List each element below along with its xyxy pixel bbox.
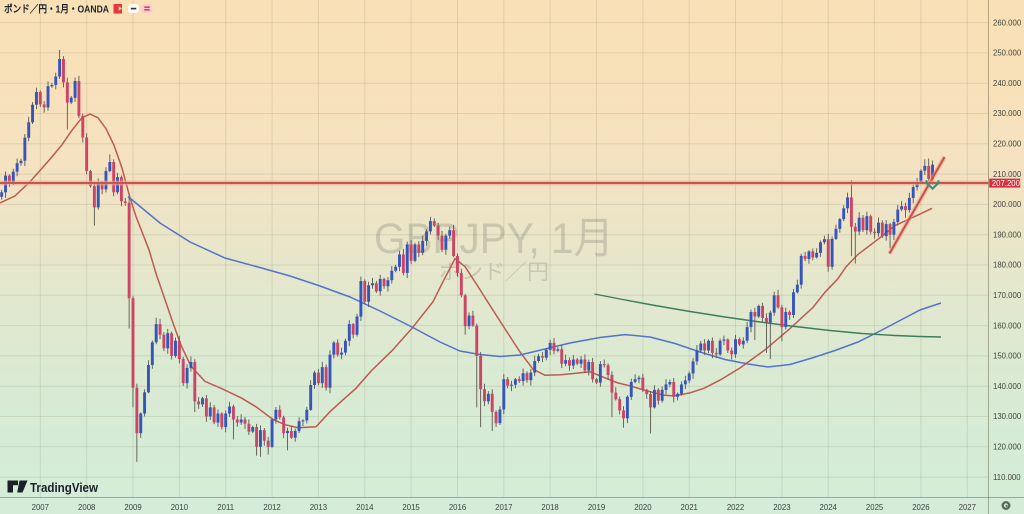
svg-text:110.000: 110.000 <box>993 473 1021 482</box>
svg-text:2024: 2024 <box>820 503 838 512</box>
svg-text:2021: 2021 <box>681 503 698 512</box>
svg-text:2010: 2010 <box>171 503 189 512</box>
svg-text:2025: 2025 <box>866 503 884 512</box>
svg-text:2019: 2019 <box>588 503 605 512</box>
svg-text:190.000: 190.000 <box>993 230 1022 239</box>
svg-text:130.000: 130.000 <box>993 412 1022 421</box>
svg-text:2016: 2016 <box>449 503 466 512</box>
svg-text:2026: 2026 <box>912 503 929 512</box>
svg-text:250.000: 250.000 <box>993 49 1022 58</box>
svg-text:2012: 2012 <box>263 503 280 512</box>
svg-text:120.000: 120.000 <box>993 443 1022 452</box>
svg-text:260.000: 260.000 <box>993 18 1022 27</box>
svg-text:2015: 2015 <box>402 503 420 512</box>
svg-text:160.000: 160.000 <box>993 321 1022 330</box>
svg-text:180.000: 180.000 <box>993 261 1022 270</box>
svg-text:2014: 2014 <box>356 503 374 512</box>
svg-text:140.000: 140.000 <box>993 382 1022 391</box>
svg-text:240.000: 240.000 <box>993 79 1022 88</box>
svg-text:2017: 2017 <box>495 503 512 512</box>
svg-text:TradingView: TradingView <box>30 480 99 495</box>
svg-text:2020: 2020 <box>634 503 652 512</box>
svg-text:2023: 2023 <box>773 503 790 512</box>
svg-text:ポンド／円: ポンド／円 <box>439 261 549 284</box>
svg-text:2009: 2009 <box>124 503 141 512</box>
svg-text:150.000: 150.000 <box>993 352 1022 361</box>
svg-text:2008: 2008 <box>78 503 95 512</box>
svg-text:2007: 2007 <box>32 503 49 512</box>
svg-text:2018: 2018 <box>541 503 558 512</box>
svg-text:220.000: 220.000 <box>993 140 1022 149</box>
svg-text:200.000: 200.000 <box>993 200 1022 209</box>
svg-text:170.000: 170.000 <box>993 291 1022 300</box>
svg-text:ポンド／円・1月・OANDA: ポンド／円・1月・OANDA <box>4 3 110 16</box>
svg-text:210.000: 210.000 <box>993 170 1022 179</box>
svg-text:2027: 2027 <box>959 503 976 512</box>
svg-text:2011: 2011 <box>217 503 234 512</box>
svg-text:2022: 2022 <box>727 503 744 512</box>
svg-text:230.000: 230.000 <box>993 109 1022 118</box>
svg-text:2013: 2013 <box>310 503 327 512</box>
svg-text:207.200: 207.200 <box>992 179 1021 188</box>
